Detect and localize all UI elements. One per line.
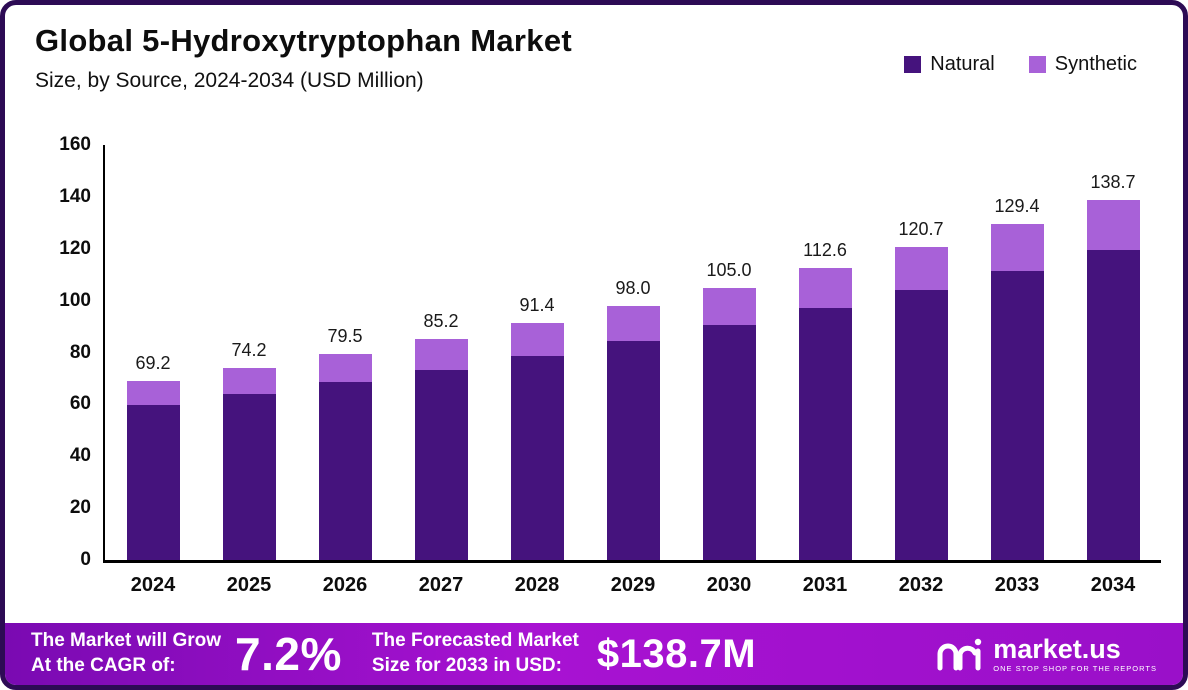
bar-segment-synthetic: [510, 322, 564, 356]
y-axis-tick-label: 40: [69, 445, 91, 467]
bars: 69.2 74.2 79.5 85.2 91.4 98.0 105.0 112.6 120.7 1…: [105, 145, 1161, 560]
x-axis-label: 2032: [898, 574, 944, 596]
x-axis-label: 2033: [994, 574, 1040, 596]
forecast-label: The Forecasted Market Size for 2033 in U…: [372, 629, 579, 678]
x-axis-label: 2034: [1090, 574, 1136, 596]
bar-total-label: 98.0: [615, 277, 651, 298]
bar-segment-natural: [414, 369, 468, 560]
y-axis-tick-label: 140: [59, 185, 91, 207]
bar-total-label: 138.7: [1090, 172, 1136, 193]
x-axis-label: 2027: [418, 574, 464, 596]
bar-column: 129.4: [990, 145, 1044, 560]
bar-segment-natural: [222, 394, 276, 560]
y-axis-labels: 0 20 40 60 80 100 120 140 160: [45, 134, 91, 570]
y-axis-tick-label: 20: [69, 497, 91, 519]
bar-segment-natural: [894, 290, 948, 560]
brand-text: market.us ONE STOP SHOP FOR THE REPORTS: [993, 635, 1157, 673]
cagr-label: The Market will Grow At the CAGR of:: [31, 629, 221, 678]
cagr-value: 7.2%: [235, 628, 342, 680]
bar-segment-natural: [798, 308, 852, 560]
y-axis-tick-label: 60: [69, 393, 91, 415]
y-axis-tick-label: 120: [59, 237, 91, 259]
chart-area: 0 20 40 60 80 100 120 140 160 69.2 74.2 79.5 85.2 91…: [59, 109, 1161, 596]
y-axis-tick-label: 80: [69, 341, 91, 363]
bar-segment-synthetic: [318, 353, 372, 383]
chart-title: Global 5-Hydroxytryptophan Market: [35, 23, 572, 58]
bar-total-label: 79.5: [327, 325, 363, 346]
x-axis-label: 2026: [322, 574, 368, 596]
bar-segment-natural: [318, 382, 372, 560]
bar-column: 138.7: [1086, 145, 1140, 560]
bar-segment-synthetic: [1086, 200, 1140, 250]
bar-column: 112.6: [798, 145, 852, 560]
forecast-label-line1: The Forecasted Market: [371, 630, 579, 652]
legend: Natural Synthetic: [904, 53, 1137, 76]
y-axis-tick-label: 160: [59, 134, 91, 155]
bar-column: 98.0: [606, 145, 660, 560]
cagr-label-line2: At the CAGR of:: [31, 655, 176, 676]
bar-total-label: 105.0: [706, 259, 752, 280]
legend-item-natural: Natural: [904, 53, 995, 76]
brand-logo-icon: [937, 638, 982, 671]
brand: market.us ONE STOP SHOP FOR THE REPORTS: [937, 635, 1157, 673]
bar-segment-natural: [990, 270, 1044, 560]
x-axis-label: 2025: [226, 574, 272, 596]
forecast-value: $138.7M: [596, 631, 757, 676]
bar-total-label: 91.4: [519, 294, 555, 315]
x-axis-label: 2029: [610, 574, 656, 596]
bar-segment-synthetic: [702, 287, 756, 326]
plot-area: 0 20 40 60 80 100 120 140 160 69.2 74.2 79.5 85.2 91…: [59, 134, 1161, 596]
cagr-label-line1: The Market will Grow: [31, 630, 222, 652]
bar-total-label: 74.2: [231, 339, 267, 360]
bar-segment-synthetic: [222, 367, 276, 394]
bar-column: 91.4: [510, 145, 564, 560]
bar-segment-natural: [702, 325, 756, 560]
footer-banner: The Market will Grow At the CAGR of: 7.2…: [5, 623, 1183, 685]
x-axis-label: 2031: [802, 574, 848, 596]
bar-column: 85.2: [414, 145, 468, 560]
bar-total-label: 120.7: [898, 218, 944, 239]
bar-total-label: 85.2: [423, 311, 459, 332]
x-axis-label: 2030: [706, 574, 752, 596]
legend-swatch-natural-icon: [904, 56, 922, 73]
y-axis-tick-label: 0: [80, 549, 91, 570]
legend-label-natural: Natural: [930, 53, 995, 75]
chart-header: Global 5-Hydroxytryptophan Market Size, …: [5, 5, 1183, 93]
bar-segment-natural: [1086, 249, 1140, 560]
legend-swatch-synthetic-icon: [1028, 56, 1046, 73]
bar-column: 74.2: [222, 145, 276, 560]
bar-total-label: 112.6: [803, 239, 847, 260]
bar-segment-synthetic: [606, 305, 660, 341]
bar-total-label: 129.4: [994, 196, 1040, 217]
bar-column: 69.2: [126, 145, 180, 560]
bar-segment-synthetic: [990, 224, 1044, 271]
x-axis-label: 2028: [514, 574, 560, 596]
legend-item-synthetic: Synthetic: [1028, 53, 1137, 76]
bar-segment-natural: [126, 405, 180, 560]
y-axis-tick-label: 100: [59, 289, 91, 311]
chart-subtitle: Size, by Source, 2024-2034 (USD Million): [35, 69, 424, 92]
x-axis-label: 2024: [130, 574, 176, 596]
bar-segment-synthetic: [126, 380, 180, 406]
brand-tagline: ONE STOP SHOP FOR THE REPORTS: [993, 664, 1157, 674]
bar-segment-synthetic: [894, 246, 948, 291]
brand-name: market.us: [993, 633, 1121, 664]
bar-segment-natural: [510, 355, 564, 560]
bar-total-label: 69.2: [135, 352, 171, 373]
bar-column: 79.5: [318, 145, 372, 560]
x-axis-labels: 2024 2025 2026 2027 2028 2029 2030 2031 2032 2033…: [105, 574, 1161, 597]
forecast-label-line2: Size for 2033 in USD:: [371, 655, 562, 676]
bar-segment-synthetic: [798, 267, 852, 309]
bar-segment-synthetic: [414, 339, 468, 370]
bar-segment-natural: [606, 340, 660, 560]
legend-label-synthetic: Synthetic: [1054, 53, 1137, 75]
bar-column: 120.7: [894, 145, 948, 560]
bar-column: 105.0: [702, 145, 756, 560]
